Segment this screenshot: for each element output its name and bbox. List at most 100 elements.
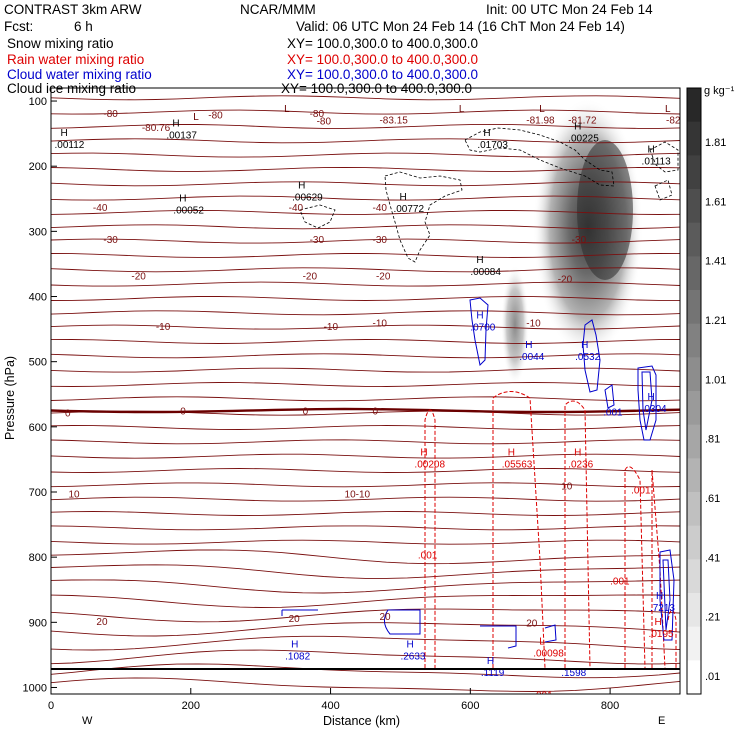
extremum-value: .00084	[470, 267, 501, 278]
cloud-ice-contour	[299, 204, 336, 229]
extremum-mark: L	[193, 112, 199, 123]
colorbar-segment	[687, 189, 701, 224]
isotherm-line	[51, 353, 680, 359]
extremum-mark: L	[459, 104, 465, 115]
extremum-value: .00629	[292, 192, 323, 203]
extremum-value: .0700	[470, 323, 495, 334]
cloud-ice-contour	[464, 127, 615, 187]
isotherm-label: 0	[372, 407, 378, 418]
extremum-mark: H	[476, 311, 483, 322]
extremum-mark: H	[179, 193, 186, 204]
colorbar-segment	[687, 492, 701, 527]
extremum-mark: H	[508, 447, 515, 458]
colorbar-label: 1.21	[705, 315, 726, 327]
isotherm-label: -10	[156, 322, 171, 333]
extremum-value: .00112	[54, 140, 84, 151]
colorbar-segment	[687, 525, 701, 560]
y-tick-label: 900	[29, 617, 47, 629]
extremum-mark: L	[284, 104, 290, 115]
extremum-mark: L	[665, 104, 671, 115]
isotherm-line	[51, 453, 680, 459]
cloud-water-contour	[480, 625, 517, 649]
colorbar-label: 1.41	[705, 256, 726, 268]
extremum-value: .0304	[642, 404, 667, 415]
isotherm-label: -83.15	[379, 115, 408, 126]
extremum-mark: H	[655, 617, 662, 628]
colorbar-segment	[687, 256, 701, 291]
cloud-ice-contour	[654, 179, 673, 201]
colorbar-label: .41	[705, 552, 720, 564]
isotherm-label: -82	[666, 115, 681, 126]
extremum-mark: H	[291, 640, 298, 651]
isotherm-label: 20	[526, 618, 538, 629]
cloud-ice-contour	[649, 141, 679, 173]
isotherm-line	[51, 123, 680, 129]
colorbar-segment	[687, 660, 701, 695]
extremum-mark: H	[483, 128, 490, 139]
extremum-value: .00098	[533, 648, 564, 659]
isotherm-line	[51, 339, 680, 344]
isotherm-label: -81.72	[568, 115, 597, 126]
fcst-value: 6 h	[74, 19, 93, 34]
isotherm-line	[51, 549, 680, 565]
fcst-label: Fcst:	[4, 19, 33, 34]
isotherm-line	[51, 152, 680, 158]
isotherm-label: -10	[526, 319, 541, 330]
isotherm-line	[51, 238, 680, 244]
freezing-level-line	[51, 407, 680, 414]
x-tick-label: 200	[182, 700, 200, 712]
extremum-value: .001	[610, 577, 630, 588]
isotherm-line	[51, 195, 680, 201]
colorbar-label: .61	[705, 493, 720, 505]
isotherm-line	[51, 511, 680, 516]
extremum-mark: H	[172, 118, 179, 129]
y-tick-label: 200	[29, 161, 47, 173]
cloud-ice-contour	[384, 171, 463, 263]
isotherm-line	[51, 468, 680, 473]
extremum-value: .0532	[575, 352, 600, 363]
extremum-value: .0044	[519, 352, 544, 363]
field-name-cloud-water: Cloud water mixing ratio	[7, 67, 152, 82]
isotherm-line	[51, 296, 680, 301]
extremum-mark: H	[581, 340, 588, 351]
isotherm-line	[51, 310, 680, 316]
colorbar-segment	[687, 391, 701, 426]
y-axis-label: Pressure (hPa)	[3, 356, 17, 440]
extremum-value: .00052	[173, 205, 204, 216]
colorbar-segment	[687, 559, 701, 594]
x-tick-label: 600	[461, 700, 479, 712]
axes: 0 200 400 600 800100200300400500600700800900…	[23, 96, 620, 712]
isotherm-label: 0	[65, 409, 71, 420]
isotherm-label: 10	[561, 481, 573, 492]
extremum-value: .00208	[414, 459, 445, 470]
isotherm-label: -40	[93, 203, 108, 214]
isotherm-label: 20	[289, 614, 301, 625]
extremum-mark: H	[574, 447, 581, 458]
colorbar-segment	[687, 458, 701, 493]
extremum-value: .0195	[649, 629, 674, 640]
isotherm-label: -30	[372, 235, 387, 246]
extremum-value: .00137	[166, 130, 197, 141]
extremum-value: .1119	[481, 668, 505, 679]
colorbar: g kg⁻¹ 1.81 1.61 1.41 1.21 1.01 .81 .61 .41 .21.…	[686, 85, 735, 695]
colorbar-segment	[687, 323, 701, 358]
isotherm-label: -81.98	[526, 115, 555, 126]
extremum-mark: H	[487, 656, 494, 667]
extremum-mark: H	[574, 122, 581, 133]
colorbar-label: .21	[705, 612, 720, 624]
plot-contents: -80 -80 -80-80-80.76-83.15 -81.98 -81.72 -82-…	[51, 95, 681, 694]
snow-shading-secondary	[501, 265, 529, 385]
isotherm-label: 10	[68, 489, 80, 500]
cloud-ice-contours	[299, 127, 679, 263]
isotherm-line	[51, 439, 680, 445]
cloud-water-contour	[544, 624, 557, 643]
isotherm-line	[51, 324, 680, 330]
field-name-snow: Snow mixing ratio	[7, 36, 114, 51]
rain-contour	[651, 469, 666, 669]
extremum-value: .00772	[393, 204, 424, 215]
isotherm-line	[51, 496, 680, 502]
colorbar-segment	[687, 121, 701, 156]
isotherm-label: -30	[310, 235, 325, 246]
y-tick-label: 1000	[23, 682, 47, 694]
cloud-water-contours	[281, 297, 675, 649]
